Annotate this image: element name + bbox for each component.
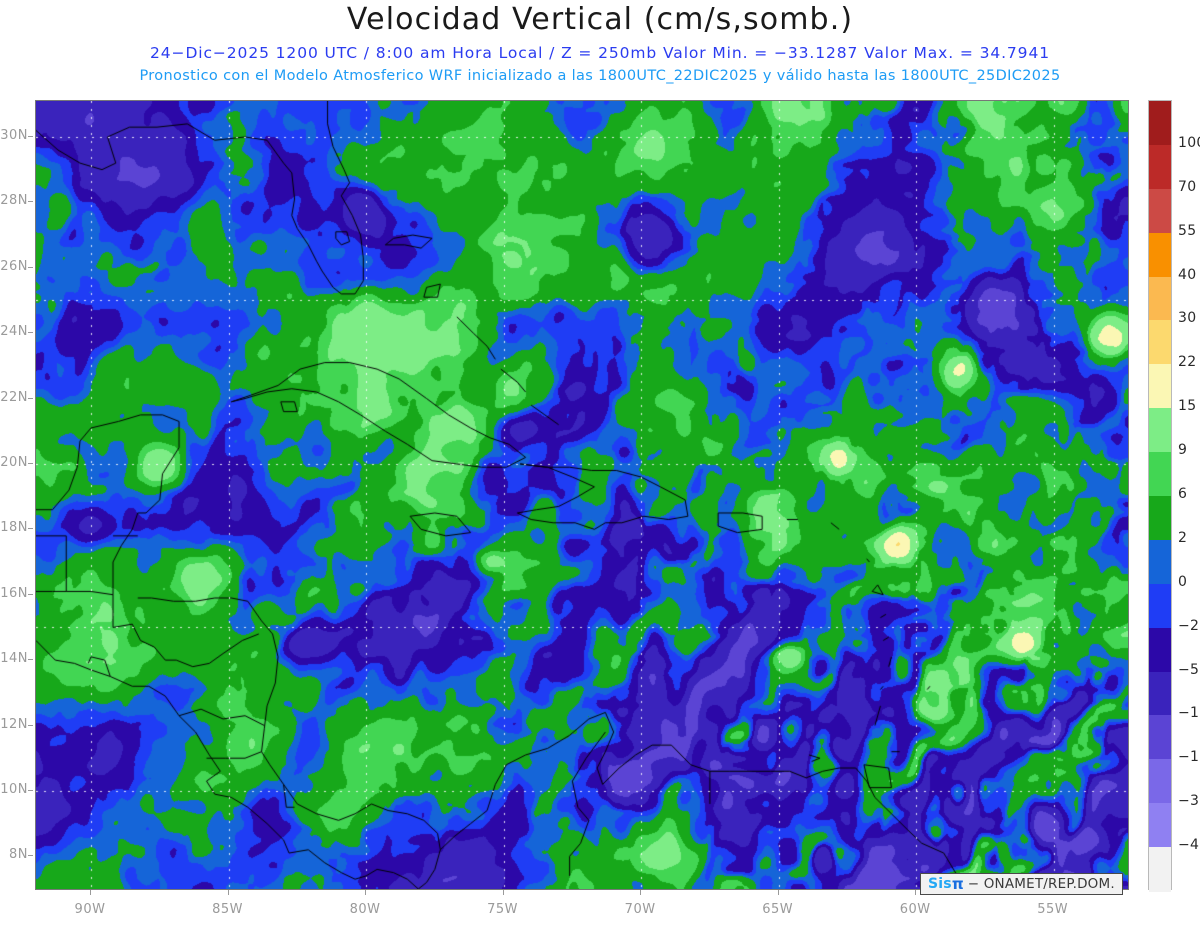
colorbar-band bbox=[1149, 364, 1171, 409]
colorbar-band bbox=[1149, 452, 1171, 497]
vertical-velocity-heatmap bbox=[36, 101, 1128, 889]
x-axis-tick bbox=[915, 890, 917, 895]
colorbar-tick-label: 30 bbox=[1178, 310, 1197, 327]
colorbar-tick-label: 70 bbox=[1178, 178, 1197, 195]
y-axis-tick-label: 12N bbox=[0, 716, 28, 732]
colorbar-band bbox=[1149, 188, 1171, 234]
model-info-line: Pronostico con el Modelo Atmosferico WRF… bbox=[139, 68, 1061, 84]
y-axis-tick-label: 30N bbox=[0, 127, 28, 143]
colorbar bbox=[1148, 100, 1172, 892]
y-axis-tick bbox=[28, 462, 33, 464]
y-axis-tick bbox=[28, 201, 33, 203]
y-axis-tick-label: 26N bbox=[0, 258, 28, 274]
colorbar-band bbox=[1149, 320, 1171, 365]
y-axis-tick-label: 28N bbox=[0, 193, 28, 209]
colorbar-band bbox=[1149, 144, 1171, 190]
colorbar-tick-label: 55 bbox=[1178, 222, 1197, 239]
colorbar-band bbox=[1149, 671, 1171, 717]
x-axis-tick bbox=[640, 890, 642, 895]
x-axis-tick-label: 75W bbox=[487, 902, 519, 917]
colorbar-tick-label: −45 bbox=[1178, 837, 1200, 854]
y-axis-tick bbox=[28, 528, 33, 530]
colorbar-band bbox=[1149, 759, 1171, 804]
colorbar-tick-label: 100 bbox=[1178, 134, 1200, 151]
colorbar-band bbox=[1149, 408, 1171, 453]
x-axis-tick bbox=[365, 890, 367, 895]
colorbar-band bbox=[1149, 627, 1171, 673]
y-axis-tick-label: 20N bbox=[0, 454, 28, 470]
colorbar-band bbox=[1149, 847, 1171, 892]
logo-sis-text: Sis bbox=[928, 876, 952, 892]
forecast-meta-line: 24−Dic−2025 1200 UTC / 8:00 am Hora Loca… bbox=[150, 44, 1050, 62]
y-axis-tick-label: 8N bbox=[9, 847, 28, 863]
page-title: Velocidad Vertical (cm/s,somb.) bbox=[346, 2, 854, 37]
colorbar-tick-label: −18 bbox=[1178, 749, 1200, 766]
colorbar-tick-label: 22 bbox=[1178, 354, 1197, 371]
colorbar-tick-label: 0 bbox=[1178, 573, 1188, 590]
y-axis-tick bbox=[28, 332, 33, 334]
y-axis-tick-label: 22N bbox=[0, 389, 28, 405]
y-axis-tick-label: 14N bbox=[0, 651, 28, 667]
y-axis-tick bbox=[28, 659, 33, 661]
x-axis-tick-label: 80W bbox=[349, 902, 381, 917]
colorbar-tick-label: 40 bbox=[1178, 266, 1197, 283]
y-axis-tick-label: 10N bbox=[0, 781, 28, 797]
x-axis-tick bbox=[227, 890, 229, 895]
y-axis-tick bbox=[28, 135, 33, 137]
colorbar-tick-label: −2 bbox=[1178, 617, 1200, 634]
y-axis-tick-label: 16N bbox=[0, 585, 28, 601]
colorbar-band bbox=[1149, 539, 1171, 585]
y-axis-tick bbox=[28, 789, 33, 791]
colorbar-tick-label: −30 bbox=[1178, 793, 1200, 810]
colorbar-tick-label: −5 bbox=[1178, 661, 1200, 678]
x-axis-tick-label: 90W bbox=[74, 902, 106, 917]
y-axis-tick bbox=[28, 593, 33, 595]
colorbar-band bbox=[1149, 101, 1171, 146]
x-axis-tick-label: 55W bbox=[1037, 902, 1069, 917]
logo-org-text: − ONAMET/REP.DOM. bbox=[967, 876, 1115, 892]
map-plot-area bbox=[35, 100, 1129, 890]
x-axis-tick bbox=[502, 890, 504, 895]
x-axis-tick-label: 70W bbox=[624, 902, 656, 917]
colorbar-band bbox=[1149, 232, 1171, 278]
colorbar-band bbox=[1149, 496, 1171, 541]
colorbar-tick-label: 2 bbox=[1178, 529, 1188, 546]
colorbar-tick-label: −10 bbox=[1178, 705, 1200, 722]
y-axis-tick bbox=[28, 724, 33, 726]
colorbar-band bbox=[1149, 715, 1171, 760]
chart-header: Velocidad Vertical (cm/s,somb.) 24−Dic−2… bbox=[0, 0, 1200, 96]
colorbar-tick-label: 15 bbox=[1178, 398, 1197, 415]
colorbar-tick-label: 9 bbox=[1178, 442, 1188, 459]
colorbar-band bbox=[1149, 276, 1171, 322]
y-axis-tick-label: 24N bbox=[0, 324, 28, 340]
colorbar-tick-label: 6 bbox=[1178, 486, 1188, 502]
y-axis-tick-label: 18N bbox=[0, 520, 28, 536]
x-axis-tick-label: 65W bbox=[762, 902, 794, 917]
colorbar-band bbox=[1149, 803, 1171, 848]
y-axis-tick bbox=[28, 855, 33, 857]
y-axis-tick bbox=[28, 266, 33, 268]
x-axis-tick bbox=[90, 890, 91, 895]
x-axis-tick-label: 60W bbox=[899, 902, 931, 917]
x-axis-tick-label: 85W bbox=[212, 902, 243, 917]
logo-pi-icon: π bbox=[951, 875, 964, 893]
provider-logo: Sis π − ONAMET/REP.DOM. bbox=[920, 873, 1123, 895]
colorbar-band bbox=[1149, 583, 1171, 629]
x-axis-tick bbox=[777, 890, 779, 895]
y-axis-tick bbox=[28, 397, 33, 399]
